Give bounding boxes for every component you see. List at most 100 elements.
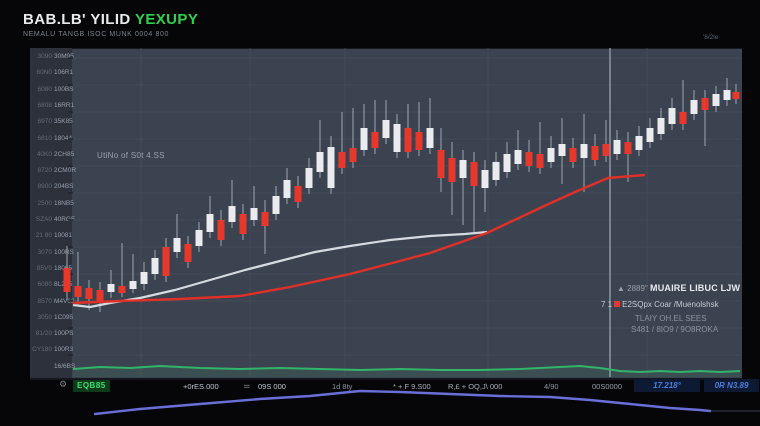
- y-axis-label-text: 8L205: [54, 281, 73, 289]
- bullish-candle: [360, 128, 368, 150]
- bearish-candle: [261, 212, 269, 226]
- bullish-candle: [459, 160, 467, 178]
- y-axis-label-text: 18044: [54, 134, 73, 142]
- bearish-candle: [338, 152, 346, 168]
- bearish-candle: [591, 146, 599, 160]
- y-axis-label-text: 16/6BS: [54, 362, 76, 370]
- title-main: BAB.LB' YILID: [23, 11, 135, 28]
- y-axis-label: 21 80 10081: [30, 232, 72, 240]
- symbol-badge[interactable]: EQB85: [73, 380, 110, 392]
- annotation-row-3: TLAIY OH.EL SEES: [635, 314, 707, 323]
- price-link-2[interactable]: 0R N3.89: [704, 379, 759, 392]
- y-axis-label: 3090 30M95: [30, 53, 74, 61]
- bearish-candle: [184, 244, 192, 262]
- bullish-candle: [195, 230, 203, 246]
- y-axis-label-text: 35K85: [54, 118, 73, 126]
- y-axis-label-text: 100BS: [54, 85, 74, 93]
- bullish-candle: [206, 214, 214, 232]
- annotation-row-4: S481 / 8IO9 / 9O8ROKA: [631, 325, 719, 334]
- toolbar-value-4[interactable]: R,£ + OQ,J\ 000: [448, 382, 503, 391]
- bearish-candle: [118, 286, 126, 293]
- y-axis-label: 6808 16RR1: [30, 101, 75, 110]
- blue-wave-line: [93, 389, 712, 416]
- toolbar-interval[interactable]: 1d 8ty: [332, 382, 353, 391]
- bullish-candle: [140, 272, 148, 284]
- bearish-candle: [732, 92, 740, 99]
- toolbar-value-3[interactable]: * + F 9.S00: [393, 382, 431, 391]
- menu-icon[interactable]: ＝: [243, 382, 251, 391]
- bullish-candle: [305, 168, 313, 188]
- y-axis-label-text: 18NB5: [54, 199, 74, 207]
- y-axis-label: 3070 100RS: [30, 248, 74, 257]
- bearish-candle: [536, 154, 544, 168]
- y-axis-label-text: 100RS: [54, 248, 74, 256]
- y-axis-label-text: 100PS: [54, 330, 74, 338]
- y-axis-label: 85V0 18065: [30, 265, 72, 273]
- bearish-candle: [602, 144, 610, 156]
- subtitle: NEMALU TANGB ISOC MUNK 0004 800: [23, 31, 169, 38]
- top-right-label: '8/2le: [703, 34, 719, 41]
- y-axis-label-text: 40K0: [36, 150, 52, 158]
- bullish-candle: [481, 170, 489, 188]
- y-axis-label-text: 40RGF: [54, 216, 75, 223]
- toolbar-value-2[interactable]: 09S 000: [258, 382, 286, 391]
- annotation-row1-prefix: ▲ 2889": [617, 284, 650, 293]
- green-indicator-line: [72, 365, 741, 373]
- toolbar-value-1[interactable]: +0rES.000: [183, 382, 219, 391]
- bullish-candle: [382, 120, 390, 138]
- bullish-candle: [316, 152, 324, 172]
- y-axis-label: 2500 18NB5: [30, 199, 74, 208]
- bullish-candle: [107, 284, 115, 292]
- bullish-candle: [393, 124, 401, 152]
- chart-note: UtiNo of S0t 4.SS: [97, 151, 165, 160]
- bearish-candle: [624, 142, 632, 154]
- annotation-row1-main: MUAIRE LIBUC LJW: [650, 283, 741, 293]
- gear-icon[interactable]: ⚙: [59, 379, 68, 389]
- bullish-candle: [690, 100, 698, 114]
- bearish-candle: [525, 152, 533, 166]
- y-axis-label: 8720 2CM0R: [30, 167, 77, 175]
- bullish-candle: [283, 180, 291, 198]
- bearish-candle: [63, 268, 71, 292]
- bearish-candle: [294, 186, 302, 202]
- y-axis-label-text: SZA0: [35, 216, 52, 223]
- bearish-candle: [415, 132, 423, 150]
- bullish-candle: [668, 108, 676, 124]
- bullish-candle: [635, 136, 643, 150]
- y-axis-label: 40K0 2CH85: [30, 150, 74, 159]
- annotation-row2-prefix: 7 1: [601, 300, 613, 309]
- y-axis-label-text: 106R1: [54, 69, 74, 77]
- y-axis-label: 3050 1C095: [30, 313, 74, 322]
- bullish-candle: [426, 128, 434, 148]
- y-axis-strip: [30, 48, 72, 379]
- bearish-candle: [239, 214, 247, 234]
- y-axis-label-text: 3070: [37, 248, 52, 256]
- y-axis-label: CY180 100R3: [30, 346, 73, 354]
- bearish-candle: [448, 158, 456, 182]
- price-link-1[interactable]: 17.218°: [634, 379, 700, 392]
- bearish-candle: [162, 247, 170, 276]
- toolbar-value-5[interactable]: 4/90: [544, 382, 559, 391]
- bearish-candle: [85, 288, 93, 299]
- bullish-candle: [151, 258, 159, 274]
- bearish-candle: [470, 162, 478, 186]
- y-axis-label-text: 16RR1: [54, 101, 75, 109]
- plot-area[interactable]: [72, 48, 742, 380]
- bearish-candle: [569, 148, 577, 162]
- y-axis-label-text: 21 80: [35, 232, 52, 240]
- y-axis-label: 8900 204BS: [30, 183, 74, 191]
- toolbar-value-6[interactable]: 00S0000: [592, 382, 623, 391]
- bearish-candle: [701, 98, 709, 110]
- y-axis-label-text: 3050: [37, 313, 52, 321]
- y-axis-label: 6970 35K85: [30, 118, 73, 126]
- y-axis-label: 8570 M4V62: [30, 298, 75, 306]
- bullish-candle: [250, 208, 258, 220]
- bullish-candle: [272, 196, 280, 214]
- y-axis-label-text: 6080: [37, 281, 52, 289]
- bullish-candle: [613, 140, 621, 154]
- y-axis-label: 81/20 100PS: [30, 330, 74, 338]
- y-axis-label-text: 6080: [37, 85, 52, 93]
- bullish-candle: [547, 148, 555, 162]
- bullish-candle: [723, 90, 731, 100]
